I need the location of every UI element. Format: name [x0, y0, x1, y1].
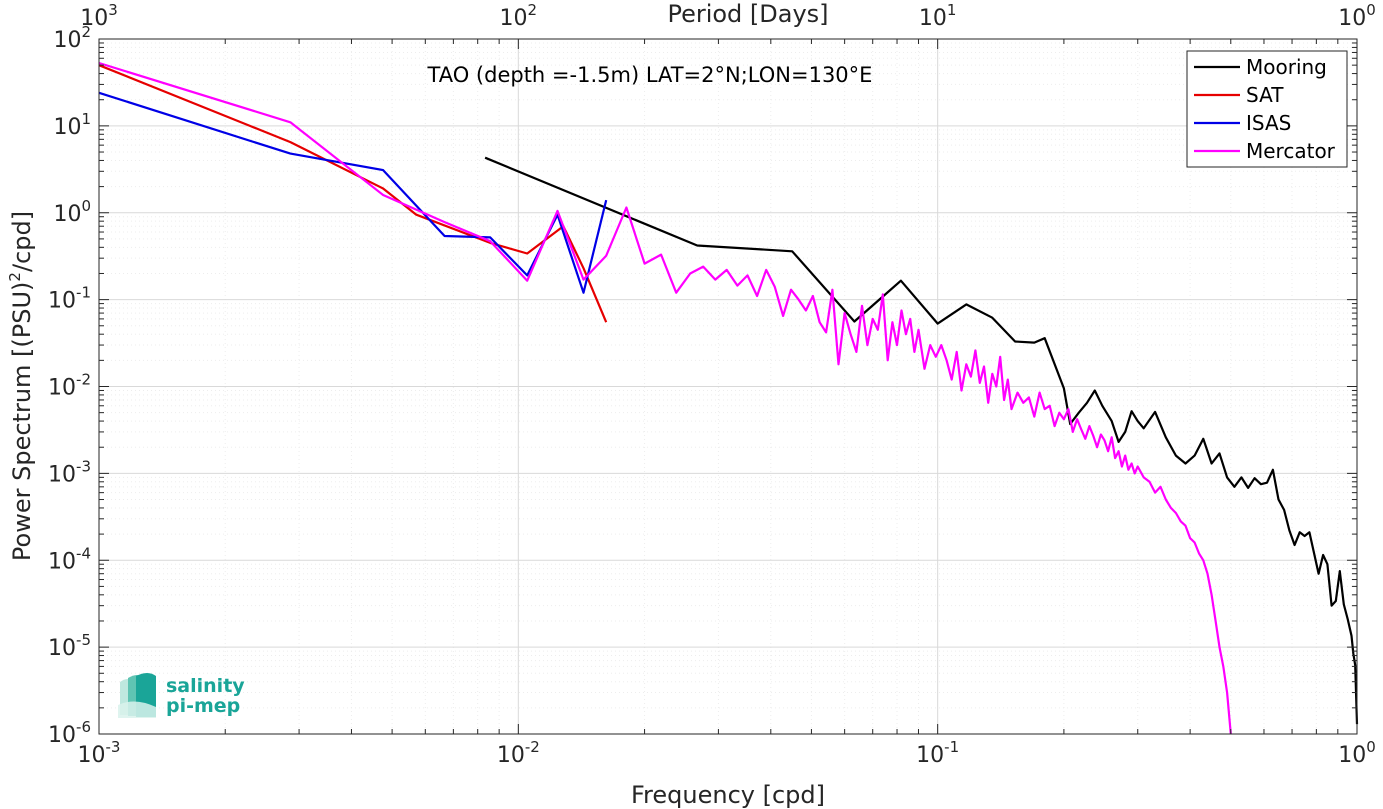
legend-label-sat: SAT [1246, 83, 1284, 107]
legend: Mooring SAT ISAS Mercator [1186, 50, 1348, 168]
x2-tick-label: 103 [80, 1, 118, 31]
x2-tick-label: 101 [919, 1, 957, 31]
y-tick-label: 10-4 [48, 544, 91, 574]
series-line-sat [98, 64, 608, 323]
x-tick-label: 10-1 [916, 738, 959, 768]
y-tick-labels: 10-6 10-5 10-4 10-3 10-2 10-1 100 101 102 [48, 23, 91, 748]
y-axis-label-suffix: /cpd] [8, 211, 36, 272]
x-tick-label: 10-2 [497, 738, 540, 768]
logo: salinity pi-mep [118, 673, 245, 718]
y-tick-label: 100 [53, 197, 91, 227]
y-axis-label-exponent: 2 [6, 272, 24, 282]
y-tick-label: 10-1 [48, 284, 91, 314]
legend-label-mercator: Mercator [1246, 139, 1336, 163]
x-tick-label: 100 [1338, 738, 1376, 768]
x2-tick-label: 102 [500, 1, 538, 31]
logo-line2: pi-mep [166, 695, 240, 717]
x-axis-label: Frequency [cpd] [631, 781, 825, 809]
legend-label-isas: ISAS [1246, 111, 1291, 135]
y-tick-label: 102 [53, 23, 91, 53]
x-tick-label: 10-3 [78, 738, 121, 768]
legend-label-mooring: Mooring [1246, 55, 1327, 79]
y-tick-label: 10-6 [48, 718, 91, 748]
x2-axis-label: Period [Days] [667, 0, 828, 28]
logo-mark-icon [118, 673, 156, 718]
series-line-mooring [484, 156, 1359, 725]
legend-box [1186, 50, 1348, 168]
y-tick-label: 10-2 [48, 371, 91, 401]
y-axis-label-main: Power Spectrum [(PSU) [8, 282, 36, 561]
logo-line1: salinity [166, 675, 245, 697]
series-group [98, 61, 1359, 735]
y-tick-label: 10-3 [48, 457, 91, 487]
x2-tick-label: 100 [1338, 1, 1376, 31]
grid [99, 39, 1357, 734]
y-tick-label: 101 [53, 110, 91, 140]
y-axis-label: Power Spectrum [(PSU)2/cpd] [6, 211, 36, 561]
x-tick-labels: 10-3 10-2 10-1 100 [78, 738, 1376, 768]
x2-tick-labels: 103 102 101 100 [80, 1, 1376, 31]
y-tick-label: 10-5 [48, 631, 91, 661]
series-line-isas [98, 91, 608, 294]
chart-annotation: TAO (depth =-1.5m) LAT=2°N;LON=130°E [427, 63, 873, 87]
series-line-mercator [98, 61, 1232, 735]
tick-marks [98, 38, 1358, 735]
